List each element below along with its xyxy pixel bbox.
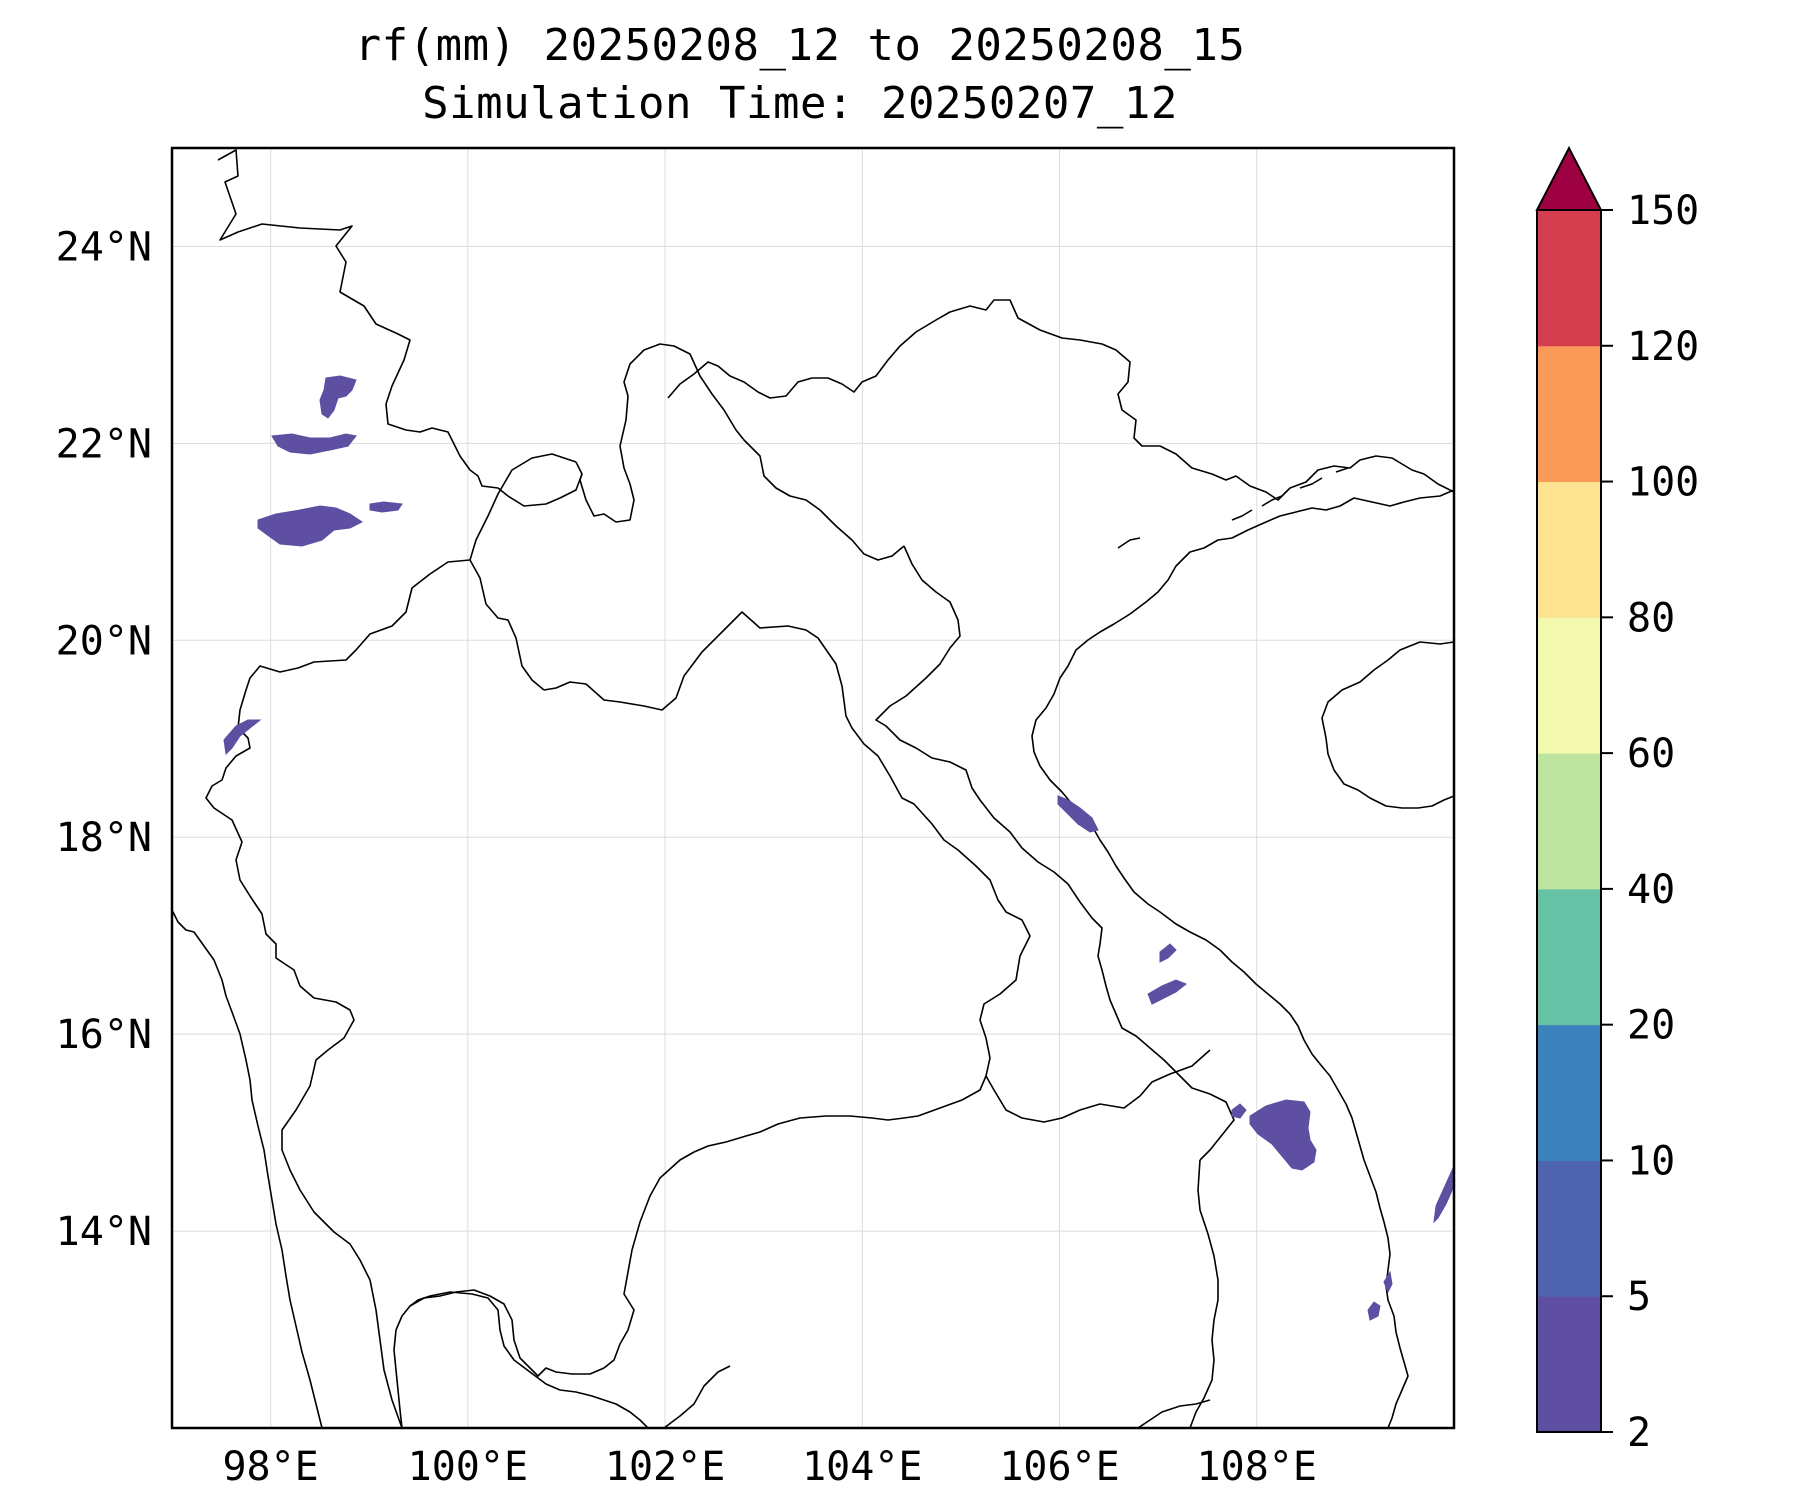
map-frame: [170, 146, 1456, 1430]
rain-patch-9: [1433, 1165, 1454, 1224]
colorbar-tick-label: 60: [1627, 731, 1675, 777]
map-borders: [172, 149, 1454, 1428]
map-title-line2: Simulation Time: 20250207_12: [422, 78, 1178, 129]
colorbar-extend-arrow: [1535, 145, 1603, 211]
rain-patch-10: [1367, 1301, 1381, 1321]
colorbar-tick-label: 10: [1627, 1138, 1675, 1184]
colorbar-segment: [1537, 888, 1601, 1026]
x-tick-label: 98°E: [222, 1444, 318, 1490]
border-myanmar-thailand: [469, 453, 577, 691]
border-laos-china-vietnam: [667, 299, 1454, 501]
rain-patch-6: [1159, 943, 1177, 963]
border-cambodia-vietnam: [985, 1049, 1211, 1123]
rain-patch-3b: [369, 501, 403, 513]
rain-patch-8: [1249, 1099, 1317, 1171]
border-thailand-north: [205, 559, 471, 1428]
border-thailand-cambodia: [409, 1289, 605, 1377]
colorbar-segment: [1537, 345, 1601, 483]
y-tick-label: 22°N: [56, 421, 152, 467]
x-tick-label: 106°E: [999, 1444, 1119, 1490]
colorbar-tick-label: 100: [1627, 460, 1699, 506]
y-tick-label: 24°N: [56, 224, 152, 270]
border-laos-thailand: [543, 611, 1031, 1153]
y-tick-label: 16°N: [56, 1012, 152, 1058]
border-china-myanmar: [217, 149, 583, 507]
rain-patch-4: [223, 719, 262, 756]
colorbar-tick-label: 2: [1627, 1410, 1651, 1456]
coast-gulf-of-thailand: [393, 1291, 649, 1428]
x-tick-label: 108°E: [1197, 1444, 1317, 1490]
coast-gulf-east: [663, 1365, 731, 1428]
y-tick-label: 14°N: [56, 1209, 152, 1255]
map-gridlines: [172, 148, 1454, 1428]
rain-patch-7: [1147, 979, 1187, 1005]
colorbar: 2 5 10 20 40 60 80 100 120 150: [1535, 145, 1699, 1456]
rain-patch-2: [271, 433, 357, 455]
y-axis-ticks: 24°N 22°N 20°N 18°N 16°N 14°N: [56, 224, 152, 1255]
coast-hainan: [1321, 641, 1454, 809]
rain-patch-5: [1057, 795, 1099, 833]
x-tick-label: 104°E: [802, 1444, 922, 1490]
colorbar-tick-label: 150: [1627, 188, 1699, 234]
colorbar-segment: [1537, 1160, 1601, 1297]
border-cambodia-vietnam-south: [1189, 1159, 1219, 1428]
colorbar-segment: [1537, 1296, 1601, 1433]
map-title-line1: rf(mm) 20250208_12 to 20250208_15: [354, 20, 1246, 71]
x-tick-label: 102°E: [605, 1444, 725, 1490]
border-cambodia: [603, 1151, 695, 1369]
colorbar-tick-label: 40: [1627, 867, 1675, 913]
colorbar-tick-label: 5: [1627, 1274, 1651, 1320]
colorbar-tick-label: 20: [1627, 1003, 1675, 1049]
border-vietnam-laos: [875, 545, 1235, 1161]
rain-patch-11: [1383, 1270, 1393, 1294]
coast-gulf-of-tonkin-islands: [1117, 467, 1349, 549]
colorbar-segment: [1537, 210, 1601, 347]
x-tick-label: 100°E: [408, 1444, 528, 1490]
colorbar-outline: [1536, 209, 1602, 1433]
rain-patch-3: [257, 505, 363, 547]
colorbar-segment: [1537, 1024, 1601, 1161]
x-axis-ticks: 98°E 100°E 102°E 104°E 106°E 108°E: [222, 1444, 1317, 1490]
coast-vietnam: [1031, 489, 1454, 1428]
colorbar-segment: [1537, 753, 1601, 890]
border-china-laos-vietnam: [579, 343, 905, 561]
colorbar-segment: [1537, 481, 1601, 618]
y-tick-label: 20°N: [56, 618, 152, 664]
coast-myanmar-west: [172, 909, 323, 1428]
y-tick-label: 18°N: [56, 815, 152, 861]
rain-patch-8b: [1231, 1103, 1247, 1119]
rain-patch-1: [319, 375, 357, 419]
coast-south-vietnam: [1137, 1399, 1211, 1428]
colorbar-segment: [1537, 617, 1601, 754]
colorbar-tick-label: 120: [1627, 324, 1699, 370]
rainfall-patches: [223, 375, 1454, 1321]
colorbar-tick-label: 80: [1627, 595, 1675, 641]
